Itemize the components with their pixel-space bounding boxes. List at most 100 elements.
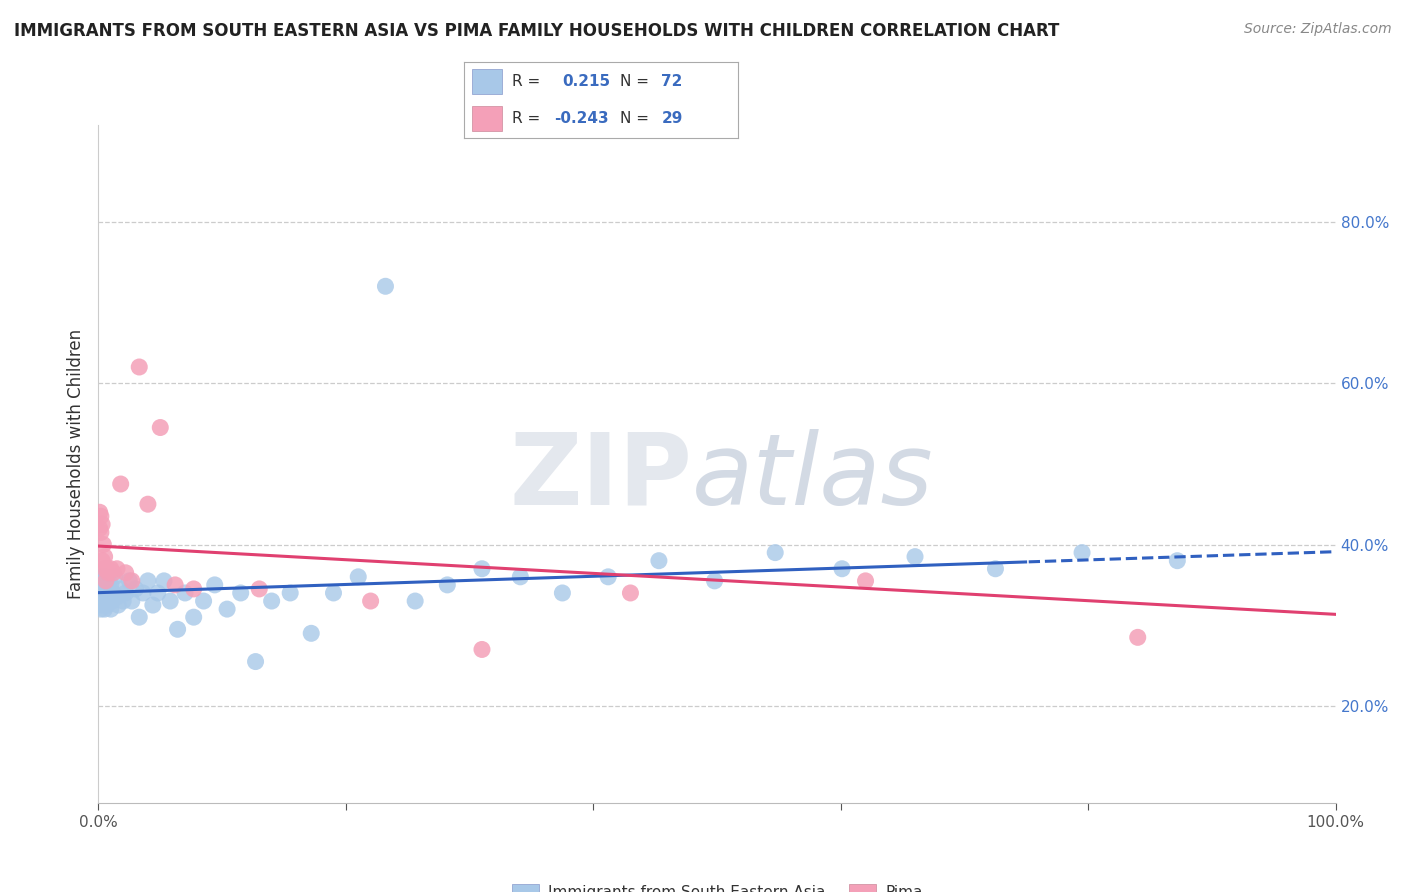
Legend: Immigrants from South Eastern Asia, Pima: Immigrants from South Eastern Asia, Pima	[505, 879, 929, 892]
Point	[763, 546, 786, 560]
Point	[89, 505, 111, 519]
Point	[136, 574, 159, 588]
Point	[100, 562, 122, 576]
Point	[619, 586, 641, 600]
Point	[136, 497, 159, 511]
Point	[124, 582, 146, 596]
Point	[183, 582, 205, 596]
Point	[90, 570, 112, 584]
Point	[90, 586, 112, 600]
Point	[93, 582, 115, 596]
Point	[204, 578, 226, 592]
Point	[436, 578, 458, 592]
Point	[174, 586, 197, 600]
Point	[1166, 554, 1188, 568]
Text: N =: N =	[620, 111, 650, 126]
Point	[1126, 631, 1149, 645]
Text: 0.215: 0.215	[562, 74, 610, 89]
Point	[105, 562, 128, 576]
Point	[100, 578, 122, 592]
Text: -0.243: -0.243	[554, 111, 609, 126]
Point	[93, 570, 115, 584]
Point	[96, 586, 118, 600]
Point	[90, 602, 112, 616]
Point	[105, 590, 128, 604]
Point	[91, 594, 114, 608]
Point	[103, 566, 125, 580]
Point	[118, 574, 141, 588]
Point	[153, 574, 176, 588]
Point	[322, 586, 344, 600]
Point	[101, 594, 124, 608]
Point	[97, 590, 120, 604]
Point	[703, 574, 725, 588]
Point	[91, 554, 114, 568]
Point	[121, 594, 143, 608]
Point	[278, 586, 301, 600]
Point	[374, 279, 396, 293]
Point	[94, 574, 117, 588]
Point	[229, 586, 252, 600]
Point	[91, 582, 114, 596]
Point	[91, 517, 114, 532]
Point	[831, 562, 853, 576]
Point	[107, 598, 129, 612]
Point	[93, 549, 115, 564]
Point	[90, 525, 112, 540]
Point	[93, 590, 115, 604]
Text: N =: N =	[620, 74, 650, 89]
Point	[855, 574, 877, 588]
Point	[166, 622, 188, 636]
Point	[360, 594, 382, 608]
Point	[245, 655, 267, 669]
Point	[97, 566, 120, 580]
Text: IMMIGRANTS FROM SOUTH EASTERN ASIA VS PIMA FAMILY HOUSEHOLDS WITH CHILDREN CORRE: IMMIGRANTS FROM SOUTH EASTERN ASIA VS PI…	[14, 22, 1060, 40]
Point	[90, 509, 112, 524]
Point	[551, 586, 574, 600]
Point	[509, 570, 531, 584]
Text: 72: 72	[661, 74, 683, 89]
Point	[165, 578, 187, 592]
Point	[904, 549, 927, 564]
Point	[114, 586, 136, 600]
Point	[193, 594, 215, 608]
Point	[89, 578, 111, 592]
Point	[89, 521, 111, 535]
Point	[93, 586, 115, 600]
Point	[94, 578, 117, 592]
Point	[96, 598, 118, 612]
Text: R =: R =	[512, 111, 540, 126]
Point	[1071, 546, 1094, 560]
Point	[183, 610, 205, 624]
Point	[984, 562, 1007, 576]
Point	[648, 554, 671, 568]
Point	[471, 642, 494, 657]
Point	[103, 586, 125, 600]
Point	[112, 594, 135, 608]
Point	[110, 477, 132, 491]
Point	[347, 570, 370, 584]
Text: R =: R =	[512, 74, 540, 89]
Point	[128, 359, 150, 374]
Point	[247, 582, 270, 596]
Point	[217, 602, 239, 616]
Text: Source: ZipAtlas.com: Source: ZipAtlas.com	[1244, 22, 1392, 37]
Point	[299, 626, 322, 640]
FancyBboxPatch shape	[472, 70, 502, 95]
Point	[93, 562, 115, 576]
Point	[90, 574, 112, 588]
Point	[94, 594, 117, 608]
FancyBboxPatch shape	[472, 105, 502, 130]
Point	[97, 574, 120, 588]
Point	[132, 586, 155, 600]
Point	[159, 594, 181, 608]
Point	[93, 602, 115, 616]
Point	[114, 566, 136, 580]
Point	[91, 598, 114, 612]
Y-axis label: Family Households with Children: Family Households with Children	[66, 329, 84, 599]
Text: ZIP: ZIP	[509, 429, 692, 526]
Text: 29: 29	[661, 111, 683, 126]
Text: atlas: atlas	[692, 429, 934, 526]
Point	[121, 574, 143, 588]
Point	[98, 586, 121, 600]
